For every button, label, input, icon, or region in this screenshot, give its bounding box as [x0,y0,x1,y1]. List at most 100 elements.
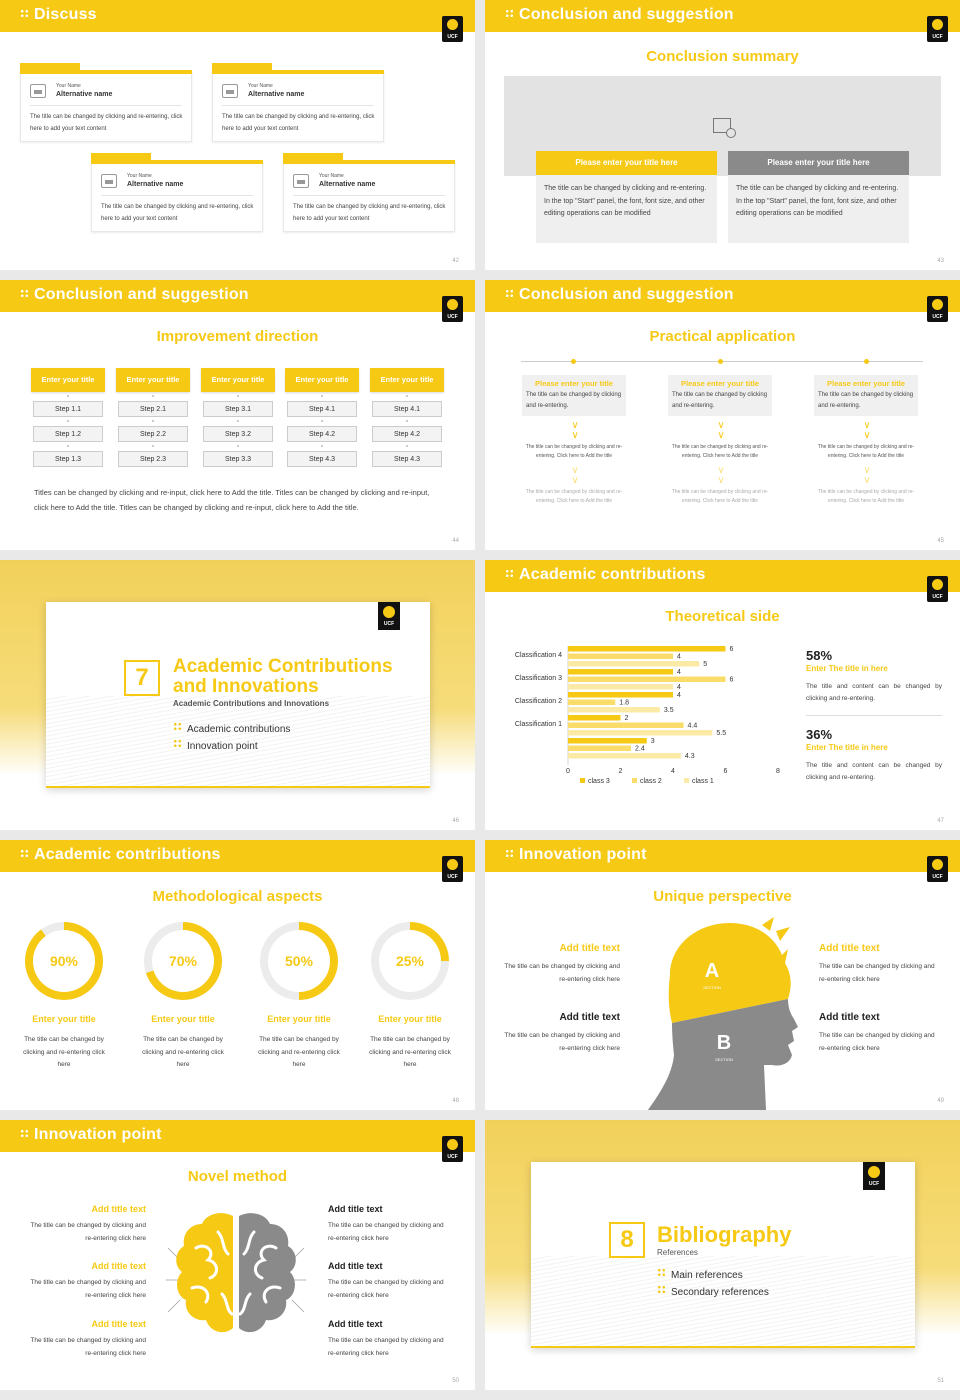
progress-ring: 70% [144,922,222,1000]
person-card[interactable]: Your Name Alternative name The title can… [20,63,192,142]
slide-header: Conclusion and suggestion [0,280,475,312]
step-column[interactable]: Enter your title Step 4.1 Step 4.2 Step 4.3 [285,368,359,467]
slide-50[interactable]: Innovation point UCF Novel method Add ti… [0,1120,475,1390]
bullet-item[interactable]: Academic contributions [173,722,290,735]
page-number: 46 [452,818,459,824]
ucf-logo-icon: UCF [442,856,463,882]
slide-42[interactable]: Discuss UCF Your Name Alternative name T… [0,0,475,270]
header-title: Discuss [34,6,97,23]
item-text: The title can be changed by clicking and… [30,1337,146,1357]
step-column[interactable]: Enter your title Step 1.1 Step 1.2 Step 1.3 [31,368,105,467]
card-text: The title can be changed by clicking and… [293,204,446,222]
person-card[interactable]: Your Name Alternative name The title can… [283,153,455,232]
section-title-line1: Academic Contributions [173,656,393,677]
application-column[interactable]: Please enter your title The title can be … [814,375,918,506]
step-box[interactable]: Step 4.1 [372,401,442,417]
bar-value-label: 4 [677,654,681,661]
application-column[interactable]: Please enter your title The title can be … [668,375,772,506]
column-title: Please enter your title [535,379,613,388]
step-column[interactable]: Enter your title Step 4.1 Step 4.2 Step 4.3 [370,368,444,467]
x-tick-label: 6 [724,768,728,775]
bullet-item[interactable]: Main references [657,1268,743,1281]
slide-46[interactable]: UCF 7 Academic Contributions and Innovat… [0,560,475,830]
person-card[interactable]: Your Name Alternative name The title can… [212,63,384,142]
step-box[interactable]: Step 4.2 [287,426,357,442]
bullet-item[interactable]: Secondary references [657,1285,769,1298]
summary-box[interactable]: Please enter your title here The title c… [536,151,717,243]
step-column[interactable]: Enter your title Step 3.1 Step 3.2 Step 3.3 [201,368,275,467]
slide-44[interactable]: Conclusion and suggestion UCF Improvemen… [0,280,475,550]
item-text: The title can be changed by clicking and… [504,1032,620,1052]
step-box[interactable]: Step 1.3 [33,451,103,467]
bar-value-label: 6 [730,677,734,684]
ring-title: Enter your title [32,1014,96,1024]
stat-title: Enter The title in here [806,743,888,752]
step-box[interactable]: Step 3.3 [203,451,273,467]
ring-title: Enter your title [378,1014,442,1024]
summary-box[interactable]: Please enter your title here The title c… [728,151,909,243]
column-text: The title can be changed by clicking and… [671,444,769,459]
grid-dots-icon [505,849,514,858]
page-number: 44 [452,538,459,544]
slide-48[interactable]: Academic contributions UCF Methodologica… [0,840,475,1110]
slide-title: Practical application [649,328,796,345]
slide-47[interactable]: Academic contributions UCF Theoretical s… [485,560,960,830]
item-title: Add title text [91,1319,146,1329]
header-title: Academic contributions [34,846,221,863]
header-title: Conclusion and suggestion [519,6,734,23]
step-box[interactable]: Step 1.2 [33,426,103,442]
step-box[interactable]: Step 4.2 [372,426,442,442]
item-title: Add title text [91,1261,146,1271]
slide-43[interactable]: Conclusion and suggestion UCF Conclusion… [485,0,960,270]
ucf-logo-icon: UCF [442,16,463,42]
ring-title: Enter your title [151,1014,215,1024]
ring-text: The title can be changed by clicking and… [258,1036,340,1068]
step-box[interactable]: Step 2.2 [118,426,188,442]
column-title: Enter your title [370,368,444,392]
x-tick-label: 8 [776,768,780,775]
slide-49[interactable]: Innovation point UCF Unique perspective … [485,840,960,1110]
header-title: Academic contributions [519,566,706,583]
step-box[interactable]: Step 2.3 [118,451,188,467]
grid-dots-icon [505,9,514,18]
section-subtitle: References [657,1248,698,1257]
box-text: The title can be changed by clicking and… [544,185,707,217]
slide-title: Theoretical side [665,608,780,625]
step-box[interactable]: Step 4.1 [287,401,357,417]
grid-dots-icon [20,9,29,18]
bullet-item[interactable]: Innovation point [173,739,258,752]
step-box[interactable]: Step 3.1 [203,401,273,417]
header-title: Conclusion and suggestion [519,286,734,303]
application-column[interactable]: Please enter your title The title can be … [522,375,626,506]
x-tick-label: 4 [671,768,675,775]
section-a-label: SECTION [703,985,721,990]
ring-text: The title can be changed by clicking and… [23,1036,105,1068]
page-number: 48 [452,1098,459,1104]
step-box[interactable]: Step 1.1 [33,401,103,417]
item-title: Add title text [819,1012,880,1023]
slide-title: Unique perspective [653,888,792,905]
item-title: Add title text [91,1204,146,1214]
header-title: Innovation point [34,1126,162,1143]
step-box[interactable]: Step 4.3 [287,451,357,467]
ucf-logo-icon: UCF [863,1162,885,1190]
grid-dots-icon [505,289,514,298]
step-box[interactable]: Step 3.2 [203,426,273,442]
section-b-label: SECTION [715,1057,733,1062]
bar-value-label: 6 [730,646,734,653]
slide-51[interactable]: UCF 8 Bibliography References Main refer… [485,1120,960,1390]
step-column[interactable]: Enter your title Step 2.1 Step 2.2 Step 2.3 [116,368,190,467]
slide-header: Academic contributions [485,560,960,592]
column-title: Enter your title [31,368,105,392]
slide-header: Discuss [0,0,475,32]
person-card[interactable]: Your Name Alternative name The title can… [91,153,263,232]
step-box[interactable]: Step 2.1 [118,401,188,417]
category-label: Classification 1 [515,721,562,728]
ucf-logo-icon: UCF [378,602,400,630]
step-box[interactable]: Step 4.3 [372,451,442,467]
item-text: The title can be changed by clicking and… [30,1222,146,1242]
picture-placeholder-icon [713,118,736,138]
item-title: Add title text [819,943,880,954]
item-title: Add title text [559,943,620,954]
ring-text: The title can be changed by clicking and… [369,1036,451,1068]
